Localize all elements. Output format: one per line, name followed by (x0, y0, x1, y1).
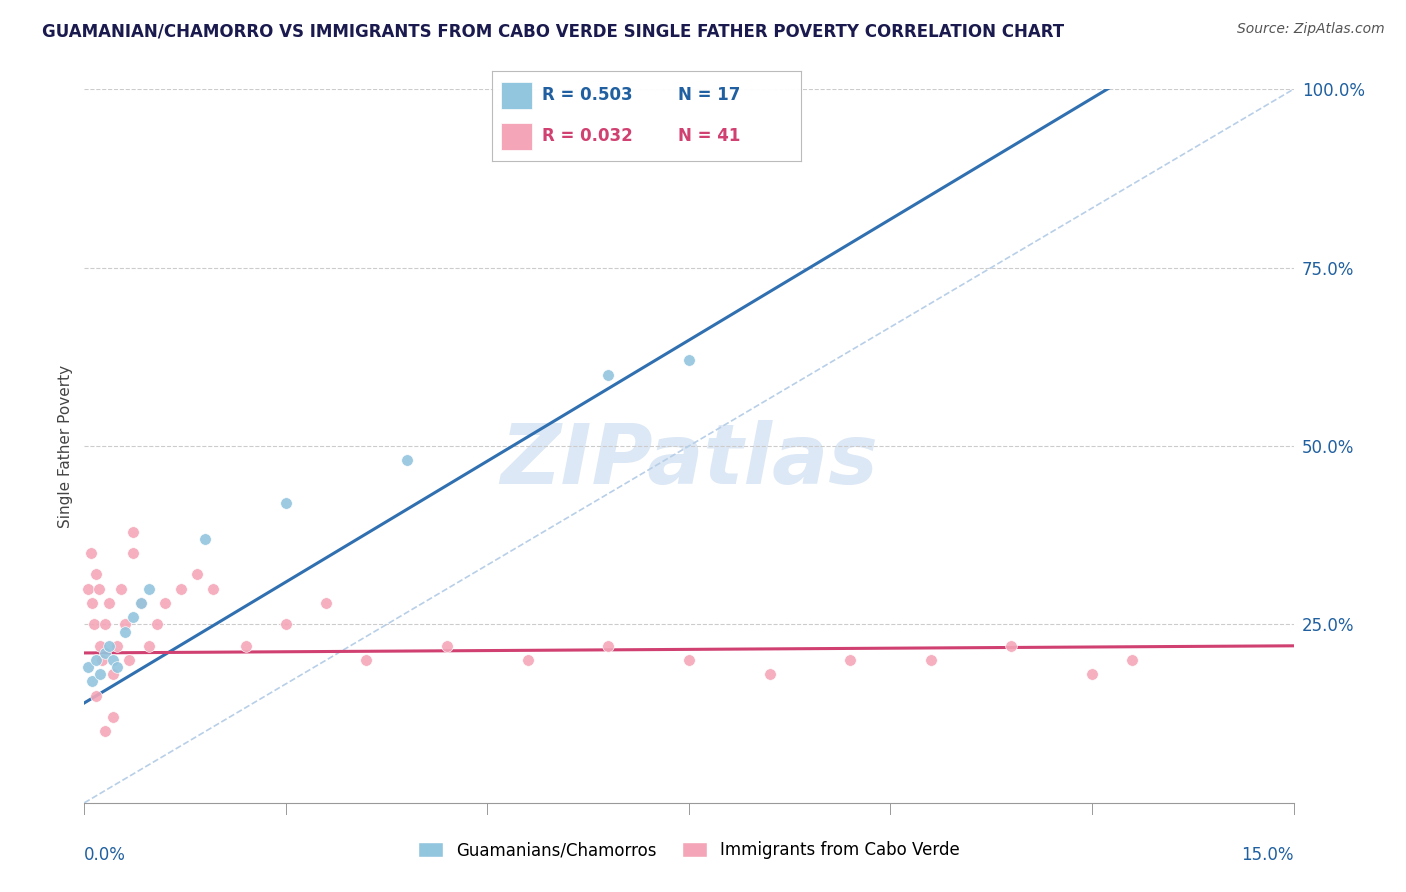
Text: R = 0.032: R = 0.032 (541, 128, 633, 145)
Text: R = 0.503: R = 0.503 (541, 87, 633, 104)
Point (121, 524, 143, 539)
Point (356, 653, 378, 667)
Point (86, 689, 108, 703)
Text: N = 41: N = 41 (678, 128, 740, 145)
Point (186, 567, 208, 582)
Point (101, 653, 124, 667)
Point (516, 653, 538, 667)
Point (598, 368, 620, 382)
Point (274, 496, 297, 510)
Point (121, 610, 143, 624)
Point (105, 660, 128, 674)
Point (202, 582, 225, 596)
Point (97, 639, 120, 653)
Point (395, 453, 418, 467)
Point (89, 667, 111, 681)
Point (91, 653, 114, 667)
Point (129, 596, 152, 610)
Text: 15.0%: 15.0% (1241, 846, 1294, 863)
Legend: Guamanians/Chamorros, Immigrants from Cabo Verde: Guamanians/Chamorros, Immigrants from Ca… (412, 835, 966, 866)
Text: GUAMANIAN/CHAMORRO VS IMMIGRANTS FROM CABO VERDE SINGLE FATHER POVERTY CORRELATI: GUAMANIAN/CHAMORRO VS IMMIGRANTS FROM CA… (42, 22, 1064, 40)
Point (77, 582, 100, 596)
Point (598, 639, 620, 653)
Point (114, 624, 136, 639)
Point (82, 596, 104, 610)
Bar (502, 82, 533, 109)
Point (153, 596, 176, 610)
Text: Source: ZipAtlas.com: Source: ZipAtlas.com (1237, 22, 1385, 37)
Point (121, 546, 143, 560)
Point (138, 582, 160, 596)
Point (114, 617, 136, 632)
Point (274, 617, 297, 632)
Bar (502, 123, 533, 150)
Point (105, 639, 128, 653)
Point (678, 653, 700, 667)
Point (87, 582, 110, 596)
Point (315, 596, 337, 610)
Point (86, 567, 108, 582)
Point (86, 653, 108, 667)
Point (1121, 653, 1143, 667)
Point (77, 660, 100, 674)
Point (89, 639, 111, 653)
Point (80, 546, 103, 560)
Point (118, 653, 141, 667)
Point (1081, 667, 1104, 681)
Y-axis label: Single Father Poverty: Single Father Poverty (58, 365, 73, 527)
Point (146, 617, 169, 632)
Point (93, 724, 115, 739)
Text: 0.0%: 0.0% (84, 846, 127, 863)
Point (83, 617, 105, 632)
Point (129, 596, 152, 610)
Point (839, 653, 862, 667)
Text: ZIPatlas: ZIPatlas (501, 420, 877, 500)
Point (93, 646, 115, 660)
Point (97, 596, 120, 610)
Point (678, 353, 700, 368)
Point (110, 582, 132, 596)
Point (235, 639, 257, 653)
Text: N = 17: N = 17 (678, 87, 740, 104)
Point (82, 674, 104, 689)
Point (1000, 639, 1022, 653)
Point (101, 710, 124, 724)
Point (93, 617, 115, 632)
Point (138, 639, 160, 653)
Point (194, 532, 217, 546)
Point (170, 582, 193, 596)
Point (758, 667, 780, 681)
Point (920, 653, 942, 667)
Point (436, 639, 458, 653)
Point (101, 667, 124, 681)
